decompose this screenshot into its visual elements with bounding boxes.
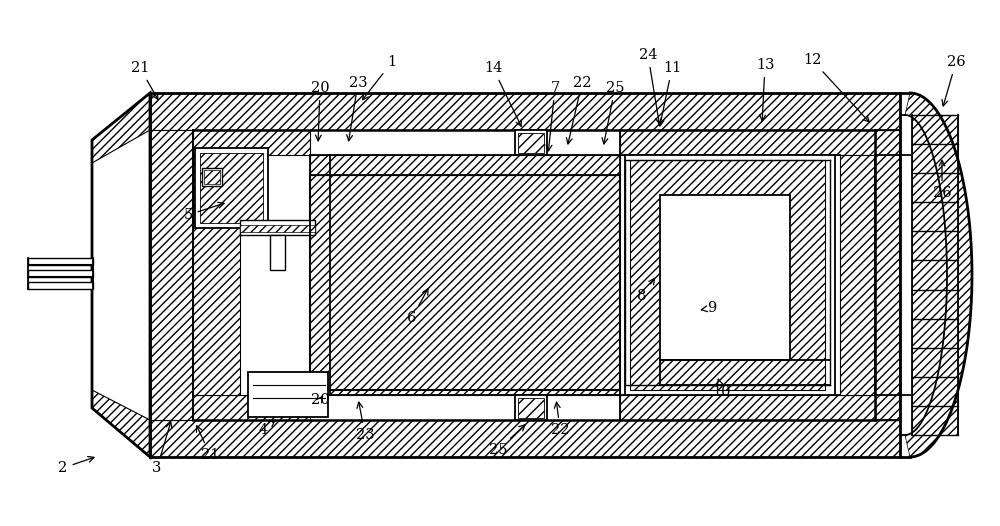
Polygon shape <box>620 395 875 420</box>
Text: 20: 20 <box>311 81 329 141</box>
Bar <box>912 144 958 173</box>
Bar <box>912 115 958 144</box>
Text: 5: 5 <box>183 203 224 222</box>
Text: 8: 8 <box>637 278 655 303</box>
Bar <box>912 260 958 289</box>
Text: 14: 14 <box>484 61 521 126</box>
Polygon shape <box>193 395 310 420</box>
Text: 10: 10 <box>713 379 731 399</box>
Text: 26: 26 <box>942 55 965 106</box>
Bar <box>518 133 544 153</box>
Bar <box>912 348 958 377</box>
Text: 22: 22 <box>551 402 569 437</box>
Polygon shape <box>193 130 310 155</box>
Polygon shape <box>193 155 240 395</box>
Bar <box>875 130 900 420</box>
Bar <box>28 270 93 277</box>
Bar <box>248 372 328 417</box>
Polygon shape <box>310 175 620 390</box>
Text: 25: 25 <box>602 81 624 144</box>
Bar <box>204 170 220 184</box>
Bar <box>912 377 958 406</box>
Bar <box>515 130 547 155</box>
Bar <box>912 406 958 435</box>
Polygon shape <box>150 93 900 130</box>
Text: 20: 20 <box>311 393 329 407</box>
Bar <box>195 148 268 228</box>
Bar <box>912 289 958 319</box>
Bar <box>912 231 958 260</box>
Bar <box>518 398 544 418</box>
Polygon shape <box>905 93 972 457</box>
Bar <box>202 168 222 186</box>
Bar <box>912 173 958 203</box>
Polygon shape <box>150 420 900 457</box>
Text: 11: 11 <box>658 61 681 126</box>
Bar <box>630 160 825 390</box>
Text: 26: 26 <box>933 160 951 200</box>
Polygon shape <box>310 155 620 175</box>
Polygon shape <box>92 390 150 457</box>
Bar <box>28 282 93 289</box>
Polygon shape <box>840 155 875 395</box>
Text: 22: 22 <box>566 76 591 144</box>
Polygon shape <box>620 130 875 155</box>
Bar <box>240 220 315 235</box>
Text: 24: 24 <box>639 48 661 124</box>
Text: 13: 13 <box>756 58 774 121</box>
Polygon shape <box>92 93 150 163</box>
Text: 1: 1 <box>363 55 397 100</box>
Text: 4: 4 <box>258 421 275 437</box>
Bar <box>270 235 285 270</box>
Text: 23: 23 <box>347 76 367 141</box>
Bar <box>240 225 315 232</box>
Bar <box>625 155 835 395</box>
Text: 25: 25 <box>489 425 525 457</box>
Bar <box>515 395 547 420</box>
Polygon shape <box>310 390 620 395</box>
Text: 21: 21 <box>196 426 219 462</box>
Bar <box>660 195 790 360</box>
Bar <box>912 319 958 348</box>
Bar <box>200 153 263 223</box>
Text: 21: 21 <box>131 61 158 99</box>
Text: 9: 9 <box>701 301 717 315</box>
Text: 6: 6 <box>407 289 428 325</box>
Polygon shape <box>150 130 193 420</box>
Bar <box>912 203 958 231</box>
Text: 12: 12 <box>803 53 869 122</box>
Text: 23: 23 <box>356 402 374 442</box>
Bar <box>28 258 93 265</box>
Text: 3: 3 <box>152 422 172 475</box>
Text: 7: 7 <box>546 81 560 151</box>
Text: 2: 2 <box>58 457 94 475</box>
